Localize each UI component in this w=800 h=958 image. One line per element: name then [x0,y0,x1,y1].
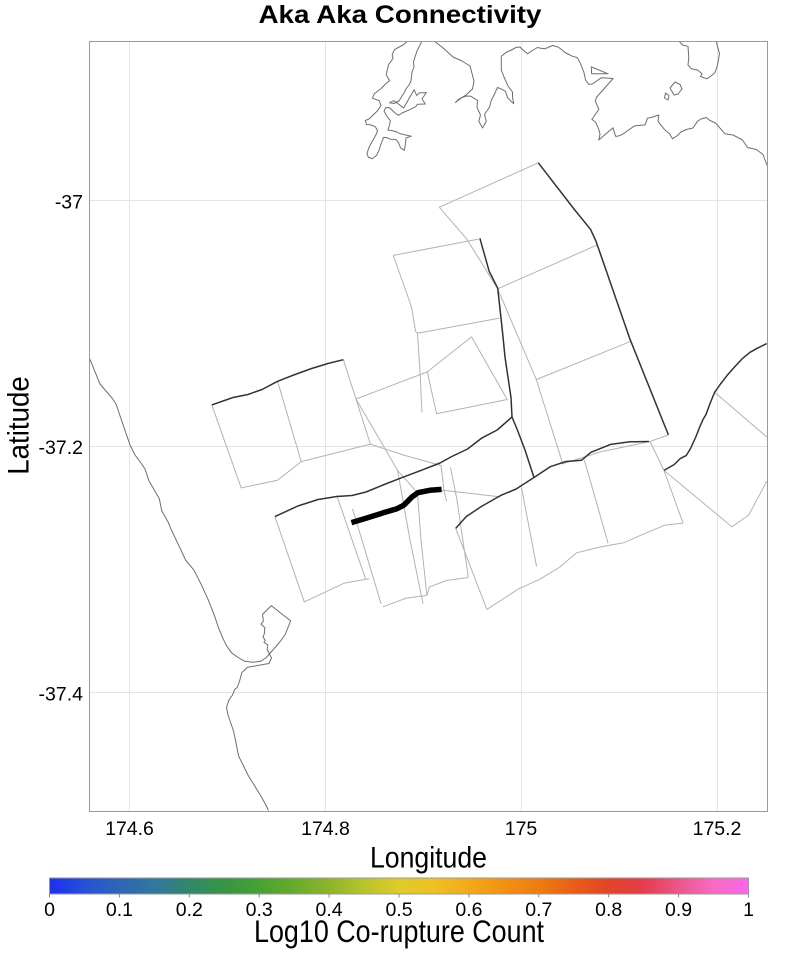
svg-text:175.2: 175.2 [693,818,742,840]
svg-text:0.2: 0.2 [176,899,203,921]
svg-text:-37.4: -37.4 [39,684,84,706]
svg-text:174.6: 174.6 [105,818,154,840]
svg-text:0.8: 0.8 [595,899,622,921]
svg-text:0: 0 [44,899,55,921]
svg-text:0.9: 0.9 [665,899,692,921]
svg-text:-37.2: -37.2 [39,437,83,459]
svg-text:0.6: 0.6 [455,899,482,921]
svg-text:0.3: 0.3 [246,899,273,921]
svg-text:0.1: 0.1 [106,899,133,921]
svg-text:Aka Aka Connectivity: Aka Aka Connectivity [259,1,542,29]
svg-text:Log10 Co-rupture Count: Log10 Co-rupture Count [254,913,544,949]
svg-text:Longitude: Longitude [370,841,487,874]
svg-text:1: 1 [743,899,754,921]
svg-text:174.8: 174.8 [301,818,350,840]
svg-text:-37: -37 [55,191,83,213]
svg-text:Latitude: Latitude [3,376,36,475]
svg-text:0.4: 0.4 [316,899,343,921]
svg-text:175: 175 [505,818,538,840]
svg-text:0.7: 0.7 [525,899,552,921]
svg-text:0.5: 0.5 [385,899,412,921]
